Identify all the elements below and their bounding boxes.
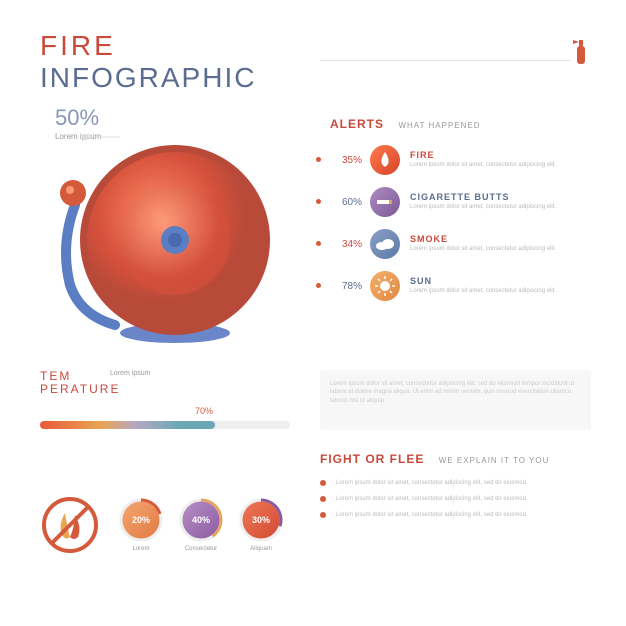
ring-stat: 20% Lorem — [120, 499, 162, 552]
fight-item: Lorem ipsum dolor sit amet, consectetur … — [320, 496, 591, 502]
alert-pct: 60% — [330, 197, 362, 208]
flame-icon — [370, 145, 400, 175]
alert-pct: 78% — [330, 281, 362, 292]
alerts-subtitle: WHAT HAPPENED — [398, 121, 480, 130]
bullet-icon — [320, 512, 326, 518]
title-line1: FIRE — [40, 30, 256, 62]
alert-item: 60% CIGARETTE BUTTS Lorem ipsum dolor si… — [330, 187, 591, 217]
ring-label: Lorem — [120, 546, 162, 552]
no-fire-icon — [40, 495, 100, 555]
ring-stat: 30% Aliquam — [240, 499, 282, 552]
cloud-icon — [370, 229, 400, 259]
bottom-row: 20% Lorem 40% Consectetur 30% Aliquam — [40, 495, 282, 555]
bullet-icon — [320, 496, 326, 502]
alert-name: FIRE — [410, 150, 591, 160]
temperature-title: TEMPERATURE — [40, 370, 290, 396]
alert-pct: 35% — [330, 155, 362, 166]
alerts-section: ALERTS WHAT HAPPENED 35% FIRE Lorem ipsu… — [330, 115, 591, 301]
alert-item: 35% FIRE Lorem ipsum dolor sit amet, con… — [330, 145, 591, 175]
alert-name: SMOKE — [410, 234, 591, 244]
alert-desc: Lorem ipsum dolor sit amet, consectetur … — [410, 246, 591, 254]
header-divider — [320, 60, 570, 61]
temperature-bar: 70% — [40, 421, 290, 433]
fight-text: Lorem ipsum dolor sit amet, consectetur … — [336, 512, 528, 518]
title-line2: INFOGRAPHIC — [40, 62, 256, 94]
alert-item: 34% SMOKE Lorem ipsum dolor sit amet, co… — [330, 229, 591, 259]
bullet-icon — [320, 480, 326, 486]
bullet-icon — [316, 199, 321, 204]
fight-subtitle: WE EXPLAIN IT TO YOU — [439, 456, 550, 465]
alert-pct: 34% — [330, 239, 362, 250]
bullet-icon — [316, 157, 321, 162]
ring-label: Aliquam — [240, 546, 282, 552]
alarm-bell-icon — [55, 115, 285, 345]
fight-item: Lorem ipsum dolor sit amet, consectetur … — [320, 512, 591, 518]
fight-text: Lorem ipsum dolor sit amet, consectetur … — [336, 480, 528, 486]
alert-name: CIGARETTE BUTTS — [410, 192, 591, 202]
sun-icon — [370, 271, 400, 301]
header: FIRE INFOGRAPHIC — [40, 30, 256, 94]
temperature-section: TEMPERATURE Lorem ipsum 70% — [40, 370, 290, 433]
alert-name: SUN — [410, 276, 591, 286]
ring-label: Consectetur — [180, 546, 222, 552]
alert-desc: Lorem ipsum dolor sit amet, consectetur … — [410, 288, 591, 296]
fight-item: Lorem ipsum dolor sit amet, consectetur … — [320, 480, 591, 486]
bullet-icon — [316, 283, 321, 288]
fight-text: Lorem ipsum dolor sit amet, consectetur … — [336, 496, 528, 502]
alert-item: 78% SUN Lorem ipsum dolor sit amet, cons… — [330, 271, 591, 301]
extinguisher-icon — [571, 38, 591, 71]
bullet-icon — [316, 241, 321, 246]
alert-desc: Lorem ipsum dolor sit amet, consectetur … — [410, 162, 591, 170]
info-box: Lorem ipsum dolor sit amet, consectetur … — [320, 370, 591, 430]
ring-stat: 40% Consectetur — [180, 499, 222, 552]
temperature-sub: Lorem ipsum — [110, 370, 150, 377]
fight-section: FIGHT OR FLEE WE EXPLAIN IT TO YOU Lorem… — [320, 450, 591, 528]
fight-title: FIGHT OR FLEE — [320, 452, 424, 466]
alert-desc: Lorem ipsum dolor sit amet, consectetur … — [410, 204, 591, 212]
alerts-title: ALERTS — [330, 117, 384, 131]
temperature-pct: 70% — [195, 406, 213, 416]
cig-icon — [370, 187, 400, 217]
